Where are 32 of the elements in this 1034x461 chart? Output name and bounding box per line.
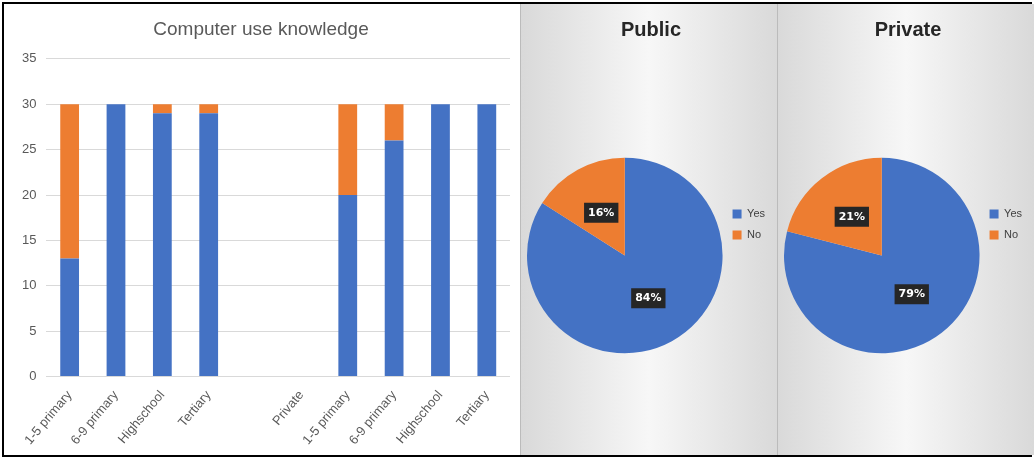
data-label: 21% [838, 209, 865, 223]
bar [60, 258, 80, 377]
bar [384, 104, 404, 141]
bar [477, 104, 497, 377]
bar [152, 104, 172, 114]
data-label: 84% [635, 291, 662, 305]
bar [431, 104, 450, 377]
bar [60, 104, 80, 259]
y-tick-label: 10 [21, 277, 37, 293]
chart-title: Computer use knowledge [153, 17, 369, 39]
y-tick-label: 20 [21, 186, 37, 202]
y-tick-label: 25 [21, 141, 37, 157]
bar [338, 195, 358, 377]
bar [199, 113, 219, 377]
legend-label: Yes [1004, 207, 1023, 220]
y-tick-label: 0 [29, 368, 37, 384]
legend-label: No [1004, 228, 1019, 241]
y-tick-label: 5 [29, 322, 37, 338]
legend-label: No [747, 228, 762, 241]
legend-label: Yes [747, 207, 766, 220]
bar [338, 104, 358, 196]
bar [199, 104, 219, 114]
bar [152, 113, 172, 377]
chart-title: Public [620, 17, 682, 40]
y-tick-label: 15 [21, 231, 37, 247]
chart-title: Private [874, 17, 942, 40]
data-label: 79% [898, 286, 925, 300]
bar [384, 140, 404, 377]
data-label: 16% [588, 205, 615, 219]
y-tick-label: 35 [21, 50, 37, 66]
y-tick-label: 30 [21, 95, 37, 111]
bar [106, 104, 126, 377]
